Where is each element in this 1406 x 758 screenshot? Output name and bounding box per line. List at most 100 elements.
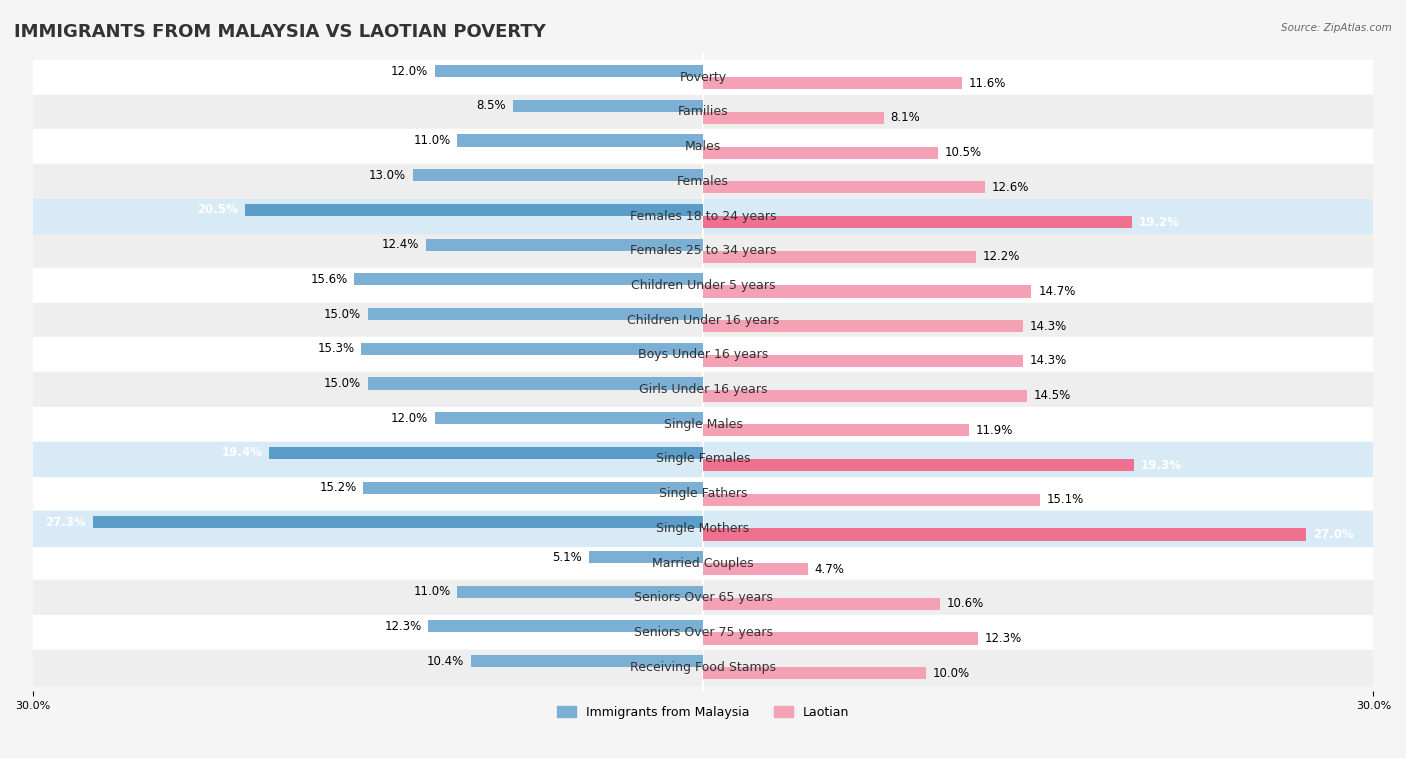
Text: Females 18 to 24 years: Females 18 to 24 years [630,209,776,223]
Text: Children Under 5 years: Children Under 5 years [631,279,775,292]
Text: 12.0%: 12.0% [391,412,429,424]
Bar [32,615,1374,650]
Bar [703,563,808,575]
Bar [429,620,703,632]
Bar [703,146,938,158]
Text: 15.0%: 15.0% [323,308,361,321]
Bar [703,528,1306,540]
Text: Families: Families [678,105,728,118]
Bar [32,233,1374,268]
Bar [703,390,1026,402]
Text: Single Females: Single Females [655,453,751,465]
Bar [703,181,984,193]
Bar [354,274,703,286]
Text: Girls Under 16 years: Girls Under 16 years [638,383,768,396]
Text: 11.9%: 11.9% [976,424,1012,437]
Bar [32,268,1374,302]
Text: 10.5%: 10.5% [945,146,981,159]
Text: Boys Under 16 years: Boys Under 16 years [638,349,768,362]
Text: Females: Females [678,175,728,188]
Bar [32,302,1374,337]
Bar [703,493,1040,506]
Text: 19.4%: 19.4% [222,446,263,459]
Bar [363,481,703,493]
Bar [93,516,703,528]
Text: 14.3%: 14.3% [1029,355,1067,368]
Text: Single Males: Single Males [664,418,742,431]
Text: Seniors Over 75 years: Seniors Over 75 years [634,626,772,639]
Text: Married Couples: Married Couples [652,556,754,569]
Bar [703,424,969,437]
Bar [32,511,1374,546]
Bar [32,476,1374,511]
Bar [426,239,703,251]
Bar [32,407,1374,442]
Text: 14.5%: 14.5% [1033,389,1071,402]
Bar [245,204,703,216]
Bar [703,251,976,263]
Legend: Immigrants from Malaysia, Laotian: Immigrants from Malaysia, Laotian [551,700,855,724]
Text: 15.3%: 15.3% [318,343,354,356]
Text: 11.0%: 11.0% [413,134,450,147]
Bar [703,112,884,124]
Bar [32,581,1374,615]
Text: Receiving Food Stamps: Receiving Food Stamps [630,661,776,674]
Text: 13.0%: 13.0% [368,169,406,182]
Bar [703,598,939,610]
Text: 11.6%: 11.6% [969,77,1007,89]
Bar [703,459,1135,471]
Text: 12.3%: 12.3% [384,620,422,633]
Bar [32,164,1374,199]
Text: 15.2%: 15.2% [319,481,357,494]
Text: 12.6%: 12.6% [991,181,1029,194]
Bar [434,65,703,77]
Bar [703,286,1032,298]
Bar [589,551,703,563]
Text: 10.6%: 10.6% [946,597,984,610]
Text: Females 25 to 34 years: Females 25 to 34 years [630,244,776,257]
Bar [434,412,703,424]
Bar [703,77,962,89]
Text: 12.2%: 12.2% [983,250,1019,263]
Bar [32,511,1374,546]
Text: 10.4%: 10.4% [426,655,464,668]
Text: Children Under 16 years: Children Under 16 years [627,314,779,327]
Text: 27.0%: 27.0% [1313,528,1354,541]
Bar [703,667,927,679]
Bar [513,100,703,112]
Text: 8.5%: 8.5% [477,99,506,112]
Text: 12.4%: 12.4% [382,238,419,251]
Text: 19.3%: 19.3% [1142,459,1182,471]
Bar [32,337,1374,372]
Text: 14.7%: 14.7% [1038,285,1076,298]
Text: 11.0%: 11.0% [413,585,450,598]
Bar [703,355,1022,367]
Text: Seniors Over 65 years: Seniors Over 65 years [634,591,772,604]
Text: 15.1%: 15.1% [1047,493,1084,506]
Bar [32,199,1374,233]
Text: 12.0%: 12.0% [391,64,429,77]
Text: 20.5%: 20.5% [197,203,238,217]
Bar [270,446,703,459]
Bar [32,546,1374,581]
Bar [32,60,1374,95]
Bar [368,308,703,320]
Text: 4.7%: 4.7% [814,562,845,575]
Bar [32,199,1374,233]
Bar [457,586,703,598]
Text: 15.0%: 15.0% [323,377,361,390]
Bar [368,377,703,390]
Bar [361,343,703,355]
Bar [32,442,1374,476]
Bar [412,169,703,181]
Text: IMMIGRANTS FROM MALAYSIA VS LAOTIAN POVERTY: IMMIGRANTS FROM MALAYSIA VS LAOTIAN POVE… [14,23,546,41]
Text: 8.1%: 8.1% [891,111,921,124]
Bar [32,130,1374,164]
Bar [703,216,1132,228]
Text: 14.3%: 14.3% [1029,320,1067,333]
Text: Single Mothers: Single Mothers [657,522,749,535]
Text: 10.0%: 10.0% [934,667,970,680]
Text: Males: Males [685,140,721,153]
Bar [703,632,977,644]
Bar [471,655,703,667]
